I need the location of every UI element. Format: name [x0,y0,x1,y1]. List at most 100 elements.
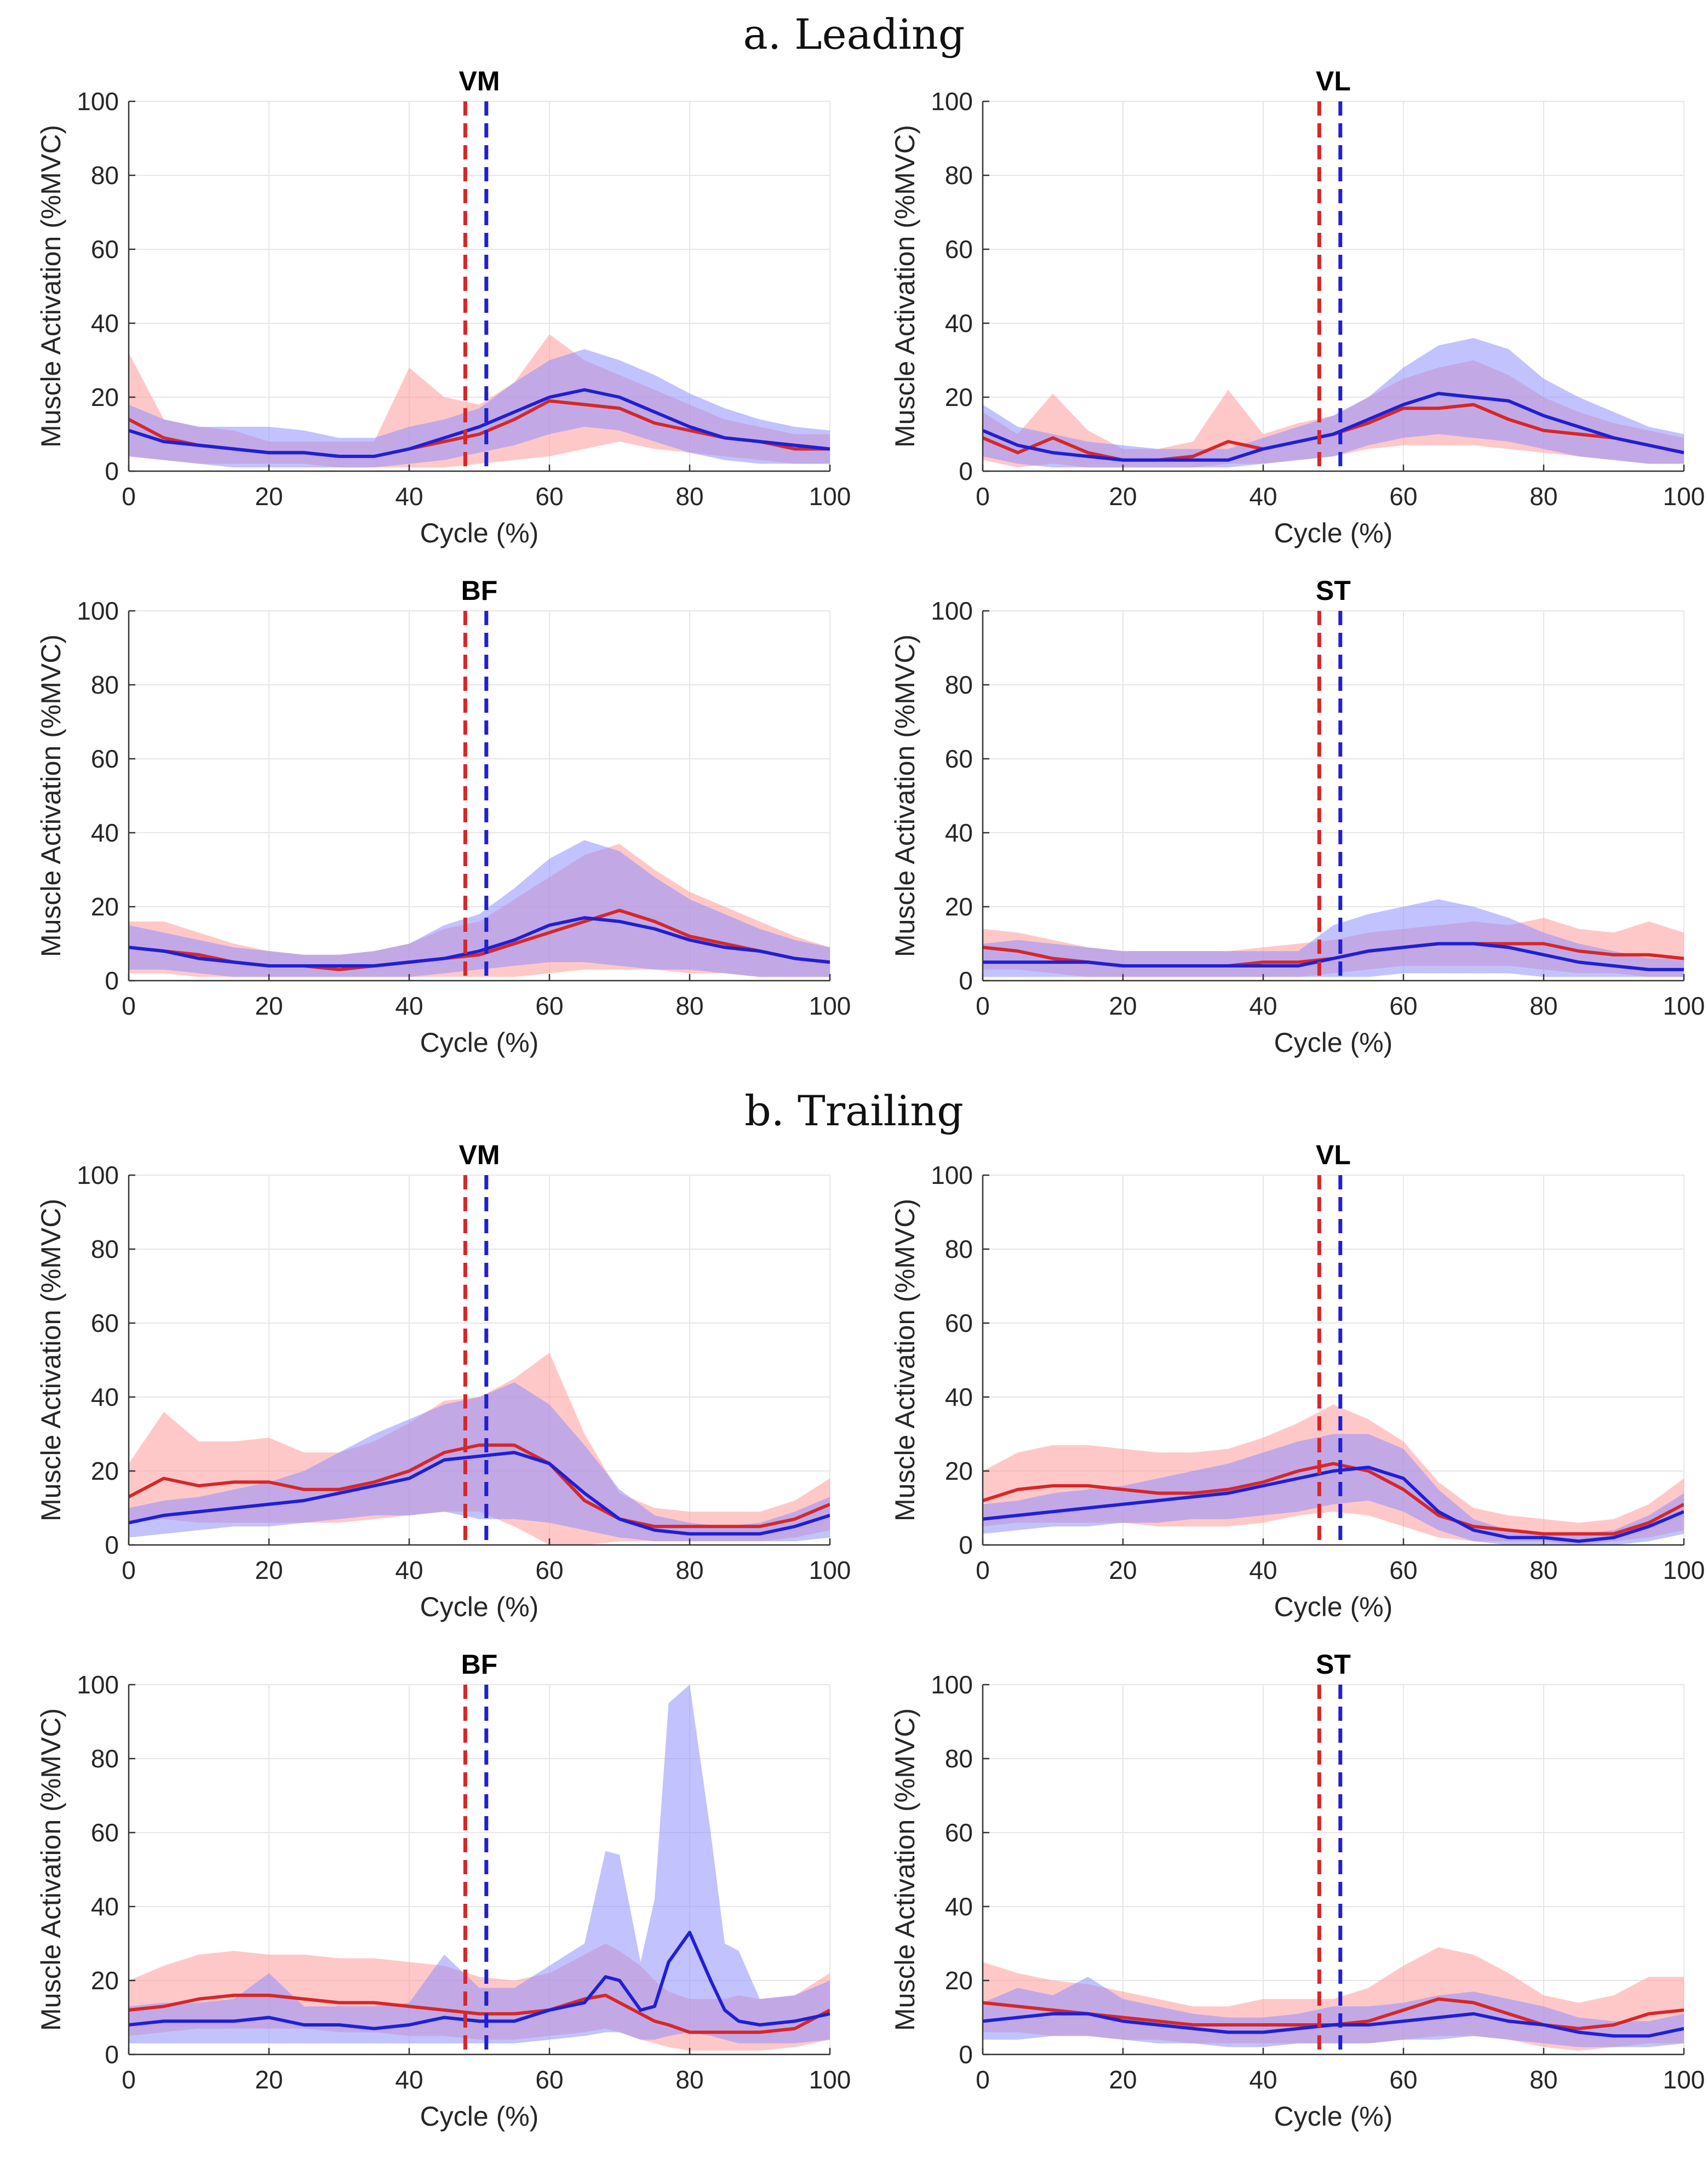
y-tick-label: 40 [945,1383,973,1411]
chart-trailing-vm: 0 20 40 60 80 100 0 20 40 60 80 100 VM Cycle (%) Muscl… [36,1140,851,1622]
y-tick-label: 80 [945,1744,973,1773]
y-tick-label: 20 [91,1966,119,1995]
y-tick-label: 20 [945,1966,973,1995]
chart-title: ST [1316,575,1351,606]
y-tick-label: 20 [945,383,973,411]
y-tick-label: 40 [945,309,973,337]
plot-area [129,334,830,468]
chart-title: BF [461,1649,498,1680]
plot-area [983,338,1684,468]
plot-area [129,1353,830,1545]
x-tick-label: 20 [255,482,283,511]
x-tick-label: 80 [675,2065,703,2094]
y-tick-label: 60 [945,1818,973,1847]
y-tick-label: 100 [931,597,973,625]
band-blue [983,899,1684,977]
chart-title: VM [459,1140,500,1170]
x-tick-label: 100 [1663,992,1705,1020]
y-tick-label: 80 [945,671,973,699]
y-tick-label: 60 [91,745,119,773]
x-tick-label: 100 [809,992,851,1020]
y-tick-label: 100 [77,87,119,116]
line-blue [129,388,830,458]
y-tick-label: 100 [931,87,973,116]
y-tick-label: 40 [945,818,973,847]
chart-leading-bf: 0 20 40 60 80 100 0 20 40 60 80 100 BF Cycle (%) Muscl… [36,575,851,1058]
x-tick-label: 100 [1663,1556,1705,1584]
line-red [983,1462,1684,1536]
y-tick-label: 0 [105,966,119,995]
y-tick-label: 60 [945,235,973,264]
chart-trailing-bf: 0 20 40 60 80 100 0 20 40 60 80 100 BF Cycle (%) Muscl… [36,1649,851,2132]
y-tick-label: 100 [931,1670,973,1699]
y-axis-label: Muscle Activation (%MVC) [890,1199,920,1521]
x-tick-label: 100 [809,1556,851,1584]
y-tick-label: 60 [91,1818,119,1847]
y-tick-label: 80 [945,1235,973,1263]
line-red [129,1443,830,1529]
x-tick-label: 20 [255,2065,283,2094]
y-tick-label: 0 [105,1531,119,1559]
line-blue [983,942,1684,971]
y-axis-label: Muscle Activation (%MVC) [36,634,66,957]
y-tick-label: 40 [91,1892,119,1921]
x-tick-label: 0 [122,1556,136,1584]
y-tick-label: 60 [91,235,119,264]
x-tick-label: 40 [1249,1556,1277,1584]
x-tick-label: 80 [1529,2065,1557,2094]
band-blue [983,338,1684,468]
y-tick-label: 40 [945,1892,973,1921]
x-axis-label: Cycle (%) [420,1027,539,1058]
y-tick-label: 60 [945,745,973,773]
x-tick-label: 80 [675,482,703,511]
y-tick-label: 20 [945,892,973,921]
x-tick-label: 60 [535,482,563,511]
x-tick-label: 0 [122,2065,136,2094]
x-tick-label: 100 [1663,2065,1705,2094]
x-tick-label: 20 [255,992,283,1020]
x-tick-label: 40 [1249,482,1277,511]
x-tick-label: 80 [675,1556,703,1584]
x-tick-label: 20 [1109,2065,1137,2094]
y-axis-label: Muscle Activation (%MVC) [36,1708,66,2031]
x-tick-label: 100 [809,482,851,511]
y-axis-label: Muscle Activation (%MVC) [36,125,66,448]
chart-leading-vm: 0 20 40 60 80 100 0 20 40 60 80 100 VM Cycle (%) Muscl… [36,66,851,548]
x-tick-label: 80 [1529,1556,1557,1584]
y-tick-label: 80 [91,1235,119,1263]
y-tick-label: 100 [931,1161,973,1189]
line-blue [983,1466,1684,1543]
chart-trailing-vl: 0 20 40 60 80 100 0 20 40 60 80 100 VL Cycle (%) Muscl… [890,1140,1705,1622]
x-tick-label: 20 [1109,1556,1137,1584]
y-tick-label: 100 [77,597,119,625]
x-tick-label: 100 [1663,482,1705,511]
x-tick-label: 0 [122,482,136,511]
x-tick-label: 40 [1249,992,1277,1020]
x-axis-label: Cycle (%) [1274,1592,1393,1622]
band-blue [129,840,830,977]
plot-area [129,840,830,977]
line-blue [129,1451,830,1536]
band-blue [983,1434,1684,1545]
y-tick-label: 20 [91,383,119,411]
y-tick-label: 40 [91,309,119,337]
chart-leading-st: 0 20 40 60 80 100 0 20 40 60 80 100 ST Cycle (%) Muscl… [890,575,1705,1058]
y-tick-label: 0 [959,457,973,485]
y-tick-label: 0 [959,966,973,995]
x-axis-label: Cycle (%) [1274,518,1393,548]
y-tick-label: 60 [91,1309,119,1337]
x-tick-label: 20 [1109,992,1137,1020]
x-tick-label: 0 [976,2065,990,2094]
y-tick-label: 100 [77,1161,119,1189]
x-axis-label: Cycle (%) [1274,1027,1393,1058]
y-axis-label: Muscle Activation (%MVC) [890,634,920,957]
x-tick-label: 20 [1109,482,1137,511]
line-blue [983,2012,1684,2038]
band-blue [983,1977,1684,2047]
x-tick-label: 40 [395,2065,423,2094]
y-tick-label: 80 [91,671,119,699]
x-tick-label: 60 [1389,482,1417,511]
y-tick-label: 20 [945,1457,973,1485]
x-tick-label: 60 [1389,2065,1417,2094]
x-axis-label: Cycle (%) [1274,2101,1393,2132]
